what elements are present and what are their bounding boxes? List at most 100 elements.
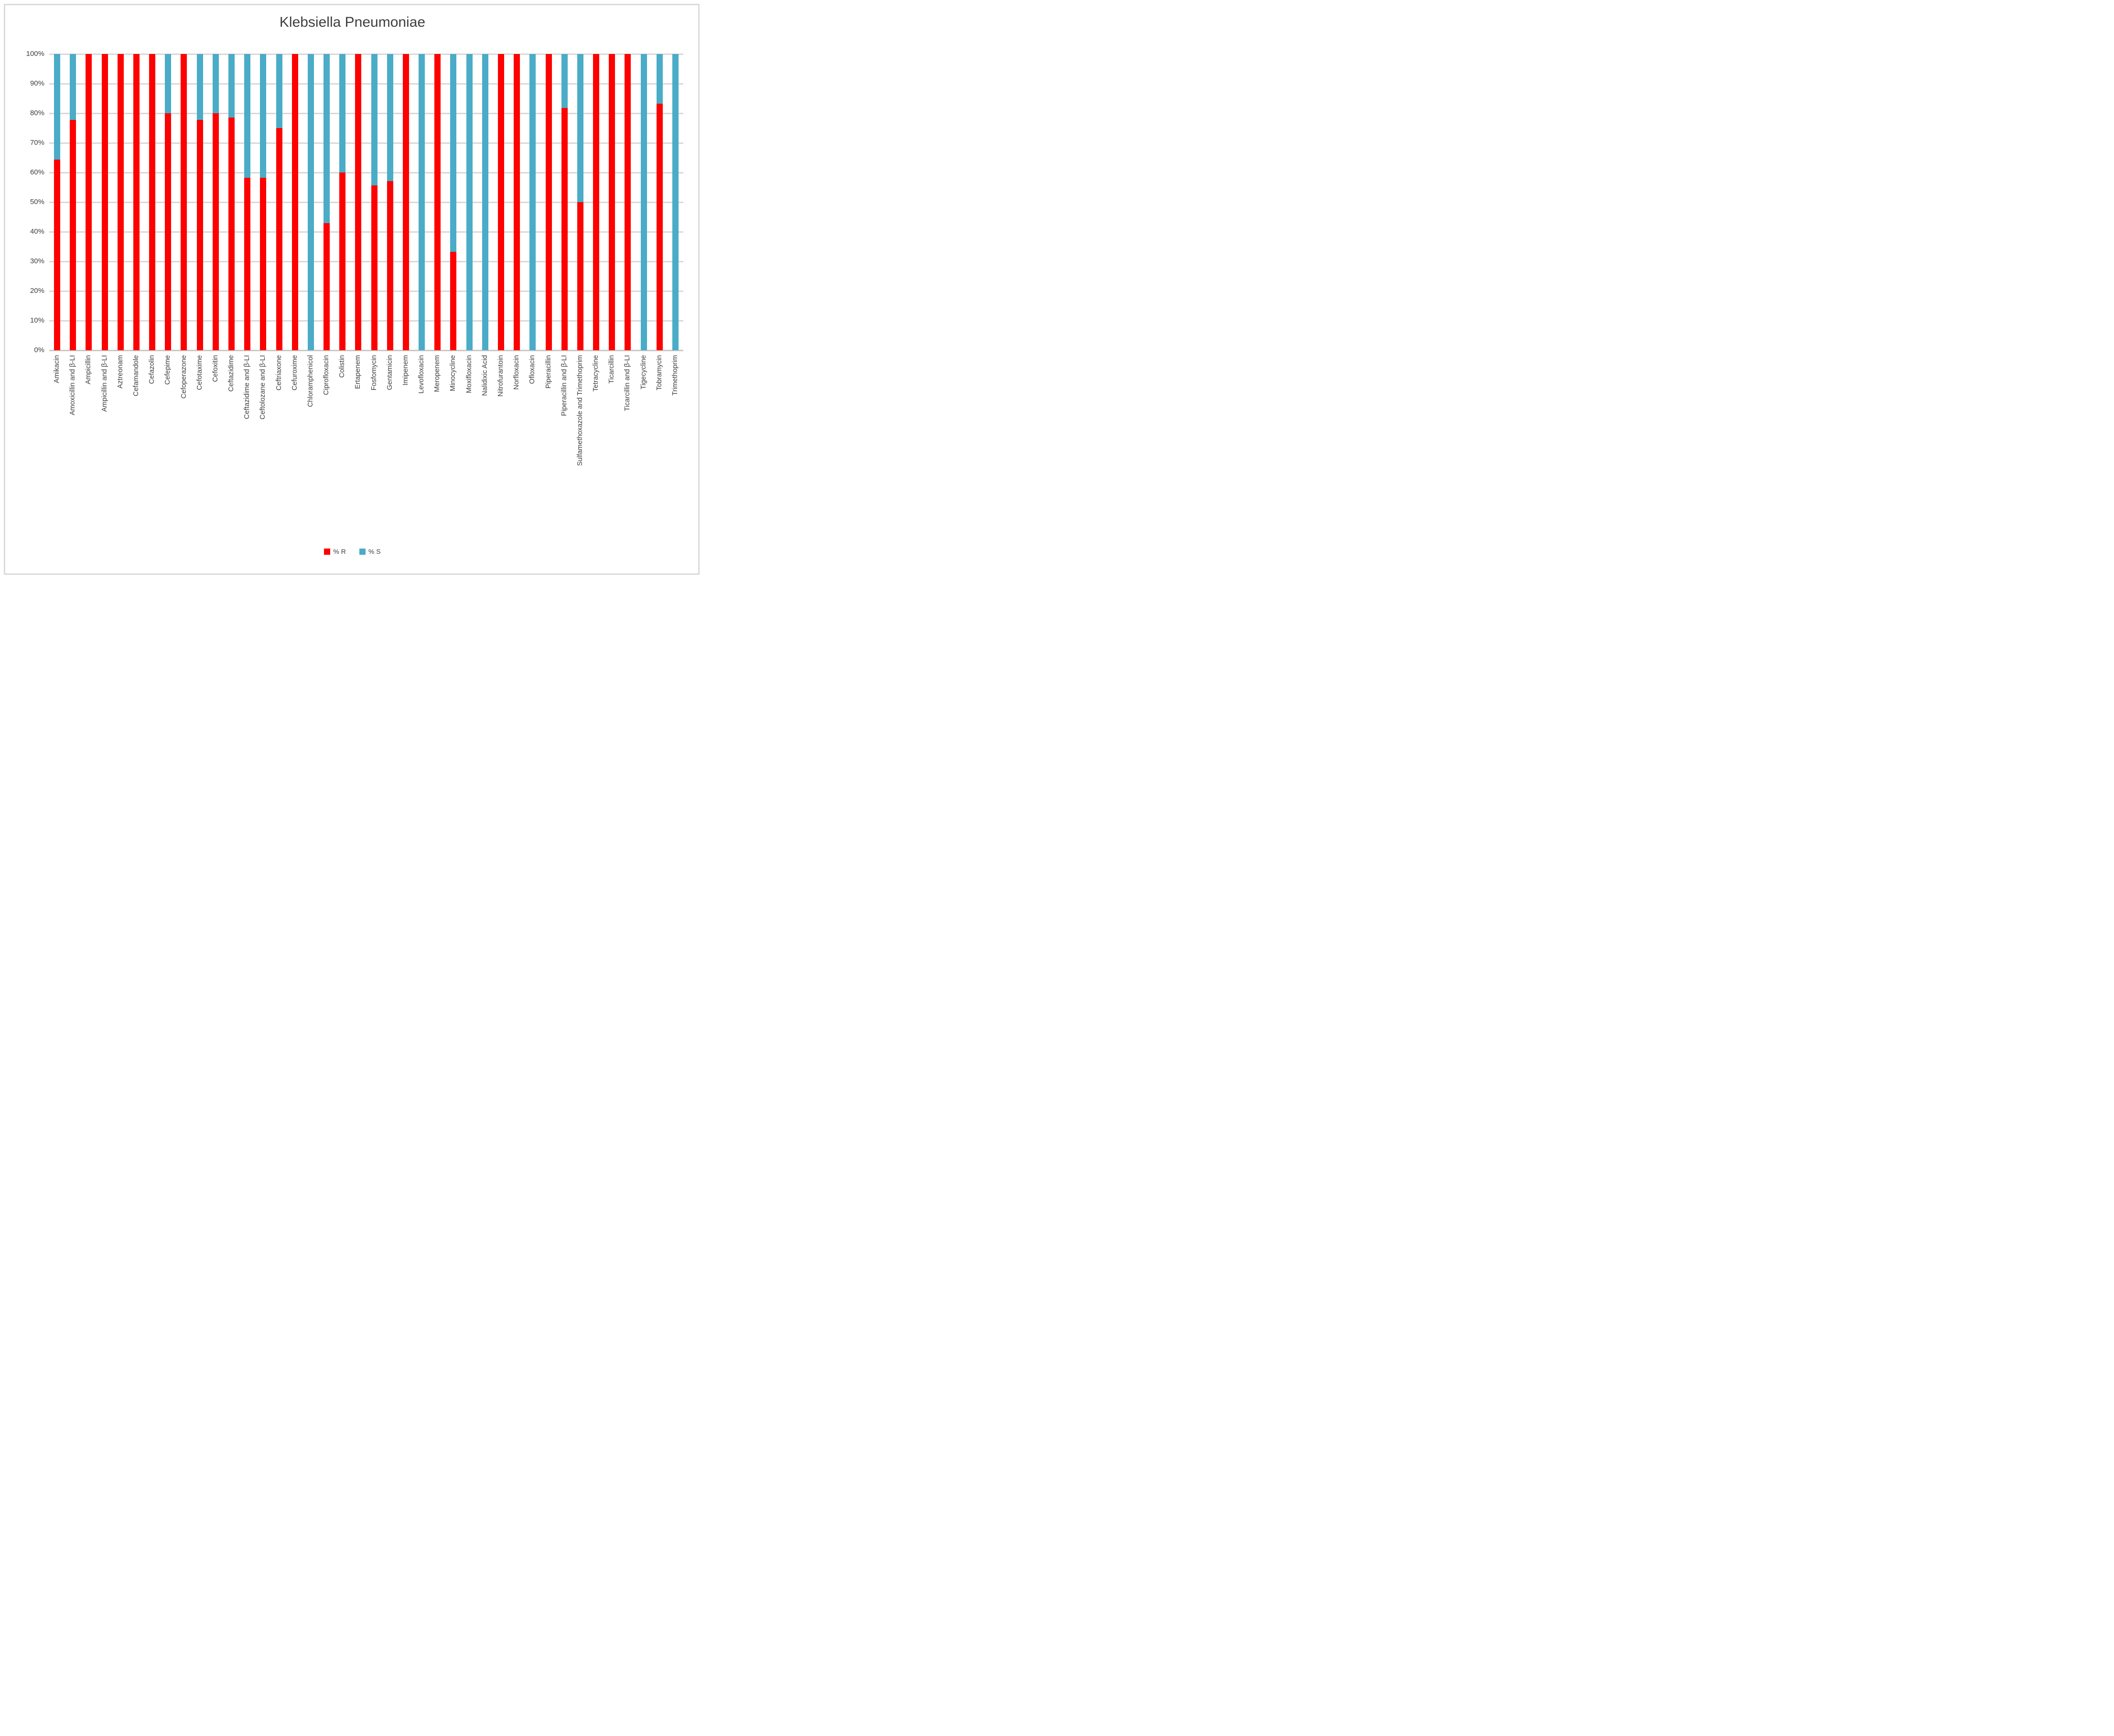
bar-nalidixic-acid (482, 54, 488, 350)
bar-chloramphenicol (307, 54, 314, 350)
gridline (49, 231, 683, 233)
x-axis-label: Cefuroxime (291, 355, 299, 391)
bar-segment-susceptible (466, 54, 473, 350)
bar-segment-susceptible (324, 54, 330, 224)
gridline (49, 320, 683, 322)
bar-tigecycline (640, 54, 647, 350)
x-axis-label: Ticarcillin (608, 355, 616, 384)
x-axis-label: Aztreonam (116, 355, 124, 389)
bar-ertapenem (355, 54, 362, 350)
x-axis-label: Tobramycin (655, 355, 663, 391)
bar-segment-resistant (609, 54, 615, 350)
x-axis-label: Amoxicillin and β-LI (69, 355, 77, 415)
plot-area (49, 53, 683, 351)
x-axis-label: Cefoxitin (211, 355, 219, 382)
legend-label-resistant: % R (333, 548, 346, 555)
x-axis-label: Ceftriaxone (275, 355, 283, 391)
bar-segment-susceptible (482, 54, 488, 350)
bar-norfloxacin (514, 54, 520, 350)
x-axis-label: Ceftazidime (227, 355, 235, 392)
bar-segment-resistant (244, 177, 251, 350)
x-axis-label: Cefazolin (148, 355, 156, 384)
bar-segment-susceptible (70, 54, 76, 120)
bar-segment-resistant (276, 128, 282, 350)
bar-amikacin (54, 54, 61, 350)
bar-segment-susceptible (450, 54, 457, 252)
bar-segment-susceptible (656, 54, 663, 104)
bar-segment-susceptible (307, 54, 314, 350)
legend: % R % S (0, 548, 705, 555)
bar-segment-resistant (70, 119, 76, 350)
bar-cefepime (165, 54, 172, 350)
bar-segment-resistant (117, 54, 124, 350)
bar-segment-resistant (497, 54, 504, 350)
bar-segment-susceptible (387, 54, 393, 181)
bar-segment-susceptible (371, 54, 378, 186)
legend-swatch-susceptible (359, 548, 366, 555)
bar-imipenem (402, 54, 409, 350)
bar-segment-susceptible (276, 54, 282, 128)
gridline (49, 290, 683, 292)
bar-segment-susceptible (529, 54, 536, 350)
bar-segment-resistant (577, 202, 583, 350)
x-axis-label: Ampicillin and β-LI (100, 355, 108, 412)
gridline (49, 201, 683, 203)
x-axis-label: Cefotaxime (195, 355, 204, 390)
x-axis-label: Sulfamethoxazole and Trimethoprim (576, 355, 584, 466)
bar-segment-resistant (434, 54, 441, 350)
x-axis-label: Meropenem (433, 355, 442, 392)
y-axis-label: 10% (30, 316, 44, 324)
bar-segment-resistant (339, 173, 346, 350)
x-axis-label: Imipenem (401, 355, 410, 386)
bar-levofloxacin (419, 54, 425, 350)
bar-segment-susceptible (244, 54, 251, 178)
chart-canvas: Klebsiella Pneumoniae 100% 90% 80% 70% 60% 50… (0, 0, 705, 579)
bar-segment-susceptible (561, 54, 568, 108)
x-axis-label: Ceftazidime and β-LI (243, 355, 251, 420)
bar-segment-resistant (625, 54, 631, 350)
x-axis-label: Cefepime (164, 355, 172, 385)
y-axis-label: 90% (30, 79, 44, 87)
bar-segment-resistant (387, 181, 393, 350)
bar-segment-resistant (593, 54, 600, 350)
bar-colistin (339, 54, 346, 350)
x-axis-label: Ticarcillin and β-LI (624, 355, 632, 411)
x-axis-label: Chloramphenicol (306, 355, 314, 407)
gridline (49, 53, 683, 55)
x-axis-label: Ceftolozane and β-LI (259, 355, 267, 420)
gridline (49, 83, 683, 85)
bar-tobramycin (656, 54, 663, 350)
bar-fosfomycin (371, 54, 378, 350)
bar-segment-resistant (545, 54, 552, 350)
bar-segment-resistant (561, 108, 568, 350)
x-axis-label: Nitrofurantoin (496, 355, 505, 397)
x-axis-label: Trimethoprim (671, 355, 679, 396)
bar-minocycline (450, 54, 457, 350)
legend-swatch-resistant (324, 548, 331, 555)
x-axis-label: Gentamicin (386, 355, 394, 390)
gridline (49, 142, 683, 144)
bar-segment-susceptible (165, 54, 172, 113)
bar-cefoxitin (212, 54, 219, 350)
x-axis-label: Colistin (338, 355, 346, 378)
bar-segment-susceptible (212, 54, 219, 113)
bar-segment-resistant (133, 54, 140, 350)
x-axis-label: Ciprofloxacin (323, 355, 331, 395)
bar-cefoperazone (181, 54, 187, 350)
bar-segment-resistant (212, 113, 219, 350)
bar-ampicillin-and-li (101, 54, 108, 350)
x-axis-label: Cefamandole (132, 355, 140, 397)
bar-segment-susceptible (577, 54, 583, 202)
y-axis-label: 50% (30, 198, 44, 206)
bar-tetracycline (593, 54, 600, 350)
y-axis-label: 40% (30, 227, 44, 236)
y-axis-label: 60% (30, 168, 44, 176)
bar-segment-resistant (291, 54, 298, 350)
bar-cefuroxime (291, 54, 298, 350)
x-axis-label: Moxifloxacin (465, 355, 473, 393)
x-axis-label: Fosfomycin (370, 355, 378, 391)
bar-segment-resistant (149, 54, 156, 350)
bar-moxifloxacin (466, 54, 473, 350)
bar-ceftolozane-and-li (260, 54, 267, 350)
y-axis-label: 80% (30, 109, 44, 117)
